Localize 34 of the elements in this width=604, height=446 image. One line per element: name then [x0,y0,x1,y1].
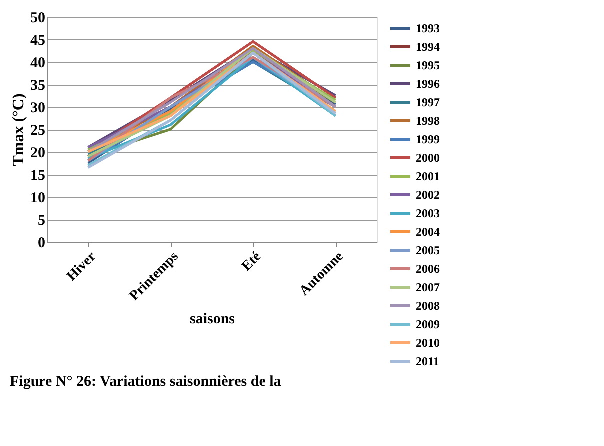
legend-label: 2006 [416,262,440,276]
legend-label: 1997 [416,96,440,110]
y-tick-label: 20 [30,146,46,162]
legend-label: 2009 [416,318,440,332]
y-tick-label: 10 [30,190,46,206]
y-tick-label: 25 [30,123,46,139]
legend-label: 2002 [416,188,440,202]
legend-label: 1993 [416,22,440,36]
legend-label: 2011 [416,354,440,368]
legend-label: 2001 [416,170,440,184]
legend-label: 2003 [416,206,440,220]
legend-label: 2010 [416,336,440,350]
legend-label: 1999 [416,132,440,146]
y-tick-label: 40 [30,56,46,72]
x-axis-title: saisons [190,311,236,328]
legend-label: 2005 [416,244,440,258]
y-tick-label: 5 [38,213,46,229]
legend-label: 1994 [416,40,440,54]
legend-label: 2007 [416,280,440,294]
y-axis-title: Tmax (°C) [10,94,28,166]
y-tick-label: 35 [30,78,46,94]
x-tick-label: Eté [239,250,264,274]
legend-label: 1998 [416,114,440,128]
y-tick-label: 0 [38,236,46,252]
legend-label: 1996 [416,77,440,91]
legend-label: 2008 [416,299,440,313]
y-tick-label: 45 [30,33,46,49]
y-tick-label: 15 [30,168,46,184]
y-tick-label: 30 [30,100,46,116]
y-tick-label: 50 [30,10,46,26]
legend-label: 2000 [416,151,440,165]
legend-label: 1995 [416,58,440,72]
legend-label: 2004 [416,225,440,239]
text: Figure N° 26: Variations saisonnières de la [10,374,282,390]
